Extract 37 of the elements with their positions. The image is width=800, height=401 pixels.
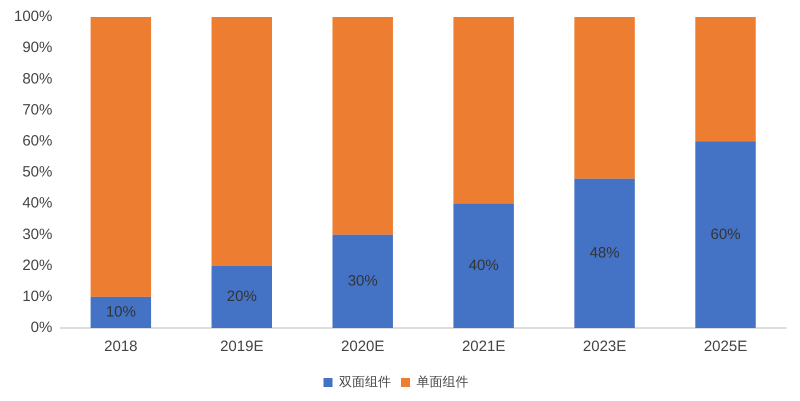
y-tick-label: 80%	[22, 70, 52, 88]
bar	[212, 17, 272, 266]
bar	[695, 141, 756, 328]
bar	[695, 17, 756, 142]
bar	[90, 17, 152, 297]
x-tick-label: 2021E	[462, 338, 506, 356]
data-label: 10%	[106, 304, 136, 321]
x-tick-label: 2023E	[582, 338, 626, 356]
data-label: 30%	[348, 272, 378, 290]
data-label: 60%	[710, 226, 741, 243]
x-tick-label: 2020E	[341, 338, 384, 356]
bar	[574, 17, 635, 179]
y-tick-label: 10%	[22, 288, 52, 306]
x-tick-label: 2019E	[220, 338, 264, 356]
bar	[90, 296, 152, 328]
y-tick-label: 50%	[22, 164, 52, 181]
y-tick-label: 0%	[30, 319, 52, 336]
y-tick-label: 100%	[14, 8, 52, 26]
y-tick-label: 30%	[22, 226, 52, 243]
bar	[574, 178, 635, 328]
y-tick-label: 20%	[22, 256, 52, 274]
x-tick-label: 2025E	[704, 338, 748, 356]
y-tick-label: 40%	[22, 194, 52, 212]
x-tick-label: 2018	[104, 338, 138, 356]
bar	[212, 266, 272, 328]
legend-label: 双面组件	[339, 374, 391, 390]
y-tick-label: 90%	[22, 39, 52, 56]
data-label: 20%	[226, 288, 257, 306]
y-tick-label: 70%	[22, 101, 52, 118]
y-tick-label: 60%	[22, 132, 52, 150]
data-label: 48%	[590, 244, 620, 262]
bar	[332, 17, 393, 235]
legend-label: 单面组件	[416, 374, 468, 390]
bar	[332, 234, 393, 328]
bar	[453, 204, 514, 328]
bar	[453, 17, 514, 204]
data-label: 40%	[468, 256, 499, 274]
